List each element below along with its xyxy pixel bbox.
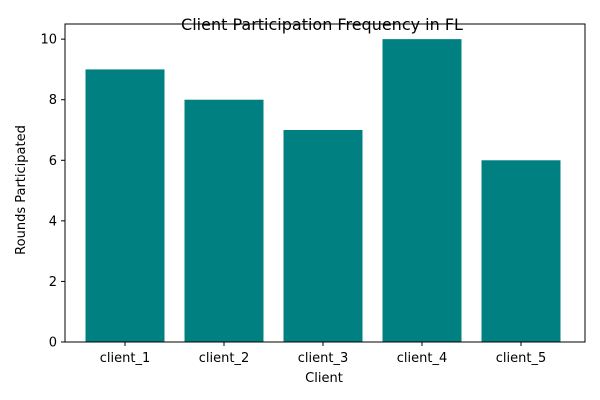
bar-client_5 [481, 160, 561, 342]
bar-client_4 [382, 39, 462, 343]
bars-group [85, 39, 561, 343]
y-tick-label: 2 [49, 275, 57, 290]
y-tick-label: 8 [49, 93, 57, 108]
bar-client_1 [85, 69, 165, 342]
bar-client_2 [184, 99, 264, 342]
bar-client_3 [283, 130, 363, 342]
y-tick-label: 4 [49, 214, 57, 229]
x-tick-label: client_3 [298, 351, 348, 366]
y-axis-ticks: 0 2 4 6 8 10 [40, 33, 65, 351]
x-tick-label: client_4 [397, 351, 447, 366]
x-tick-label: client_2 [199, 351, 249, 366]
y-axis-label: Rounds Participated [14, 125, 29, 255]
x-axis-ticks: client_1 client_2 client_3 client_4 client_5 [100, 342, 546, 366]
x-tick-label: client_1 [100, 351, 150, 366]
plot-frame [64, 23, 586, 343]
y-tick-label: 6 [49, 154, 57, 169]
x-tick-label: client_5 [496, 351, 546, 366]
x-axis-label: Client [305, 371, 343, 386]
y-tick-label: 0 [49, 336, 57, 351]
y-tick-label: 10 [40, 33, 57, 48]
